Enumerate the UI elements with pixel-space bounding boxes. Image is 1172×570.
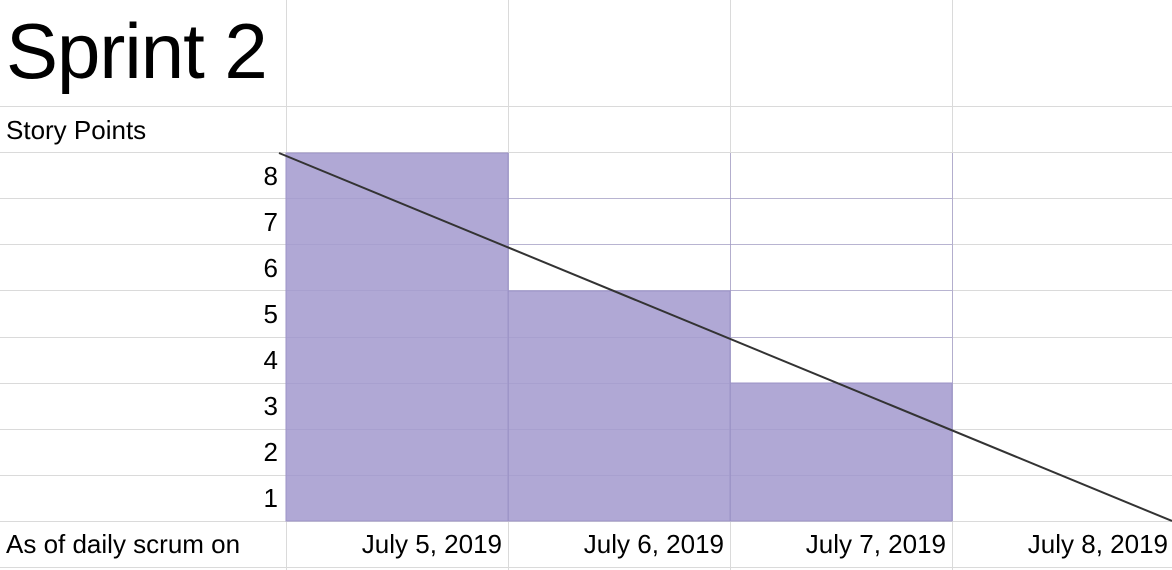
x-axis-label: As of daily scrum on <box>6 529 241 559</box>
y-tick-label: 4 <box>263 345 278 375</box>
y-tick-label: 3 <box>263 391 278 421</box>
x-tick-label: July 7, 2019 <box>805 529 946 559</box>
ideal-burndown-line <box>278 152 1172 522</box>
y-tick-label: 5 <box>263 299 278 329</box>
sprint-title: Sprint 2 <box>6 7 268 95</box>
x-tick-label: July 6, 2019 <box>583 529 724 559</box>
x-tick-label: July 5, 2019 <box>361 529 502 559</box>
y-axis-label: Story Points <box>6 115 147 145</box>
bar <box>729 382 953 522</box>
ideal-line <box>278 152 1172 522</box>
y-tick-label: 2 <box>263 437 278 467</box>
y-tick-label: 8 <box>263 161 278 191</box>
y-tick-label: 7 <box>263 207 278 237</box>
y-tick-label: 6 <box>263 253 278 283</box>
x-tick-label: July 8, 2019 <box>1027 529 1168 559</box>
bars <box>285 152 953 522</box>
y-tick-label: 1 <box>263 483 278 513</box>
